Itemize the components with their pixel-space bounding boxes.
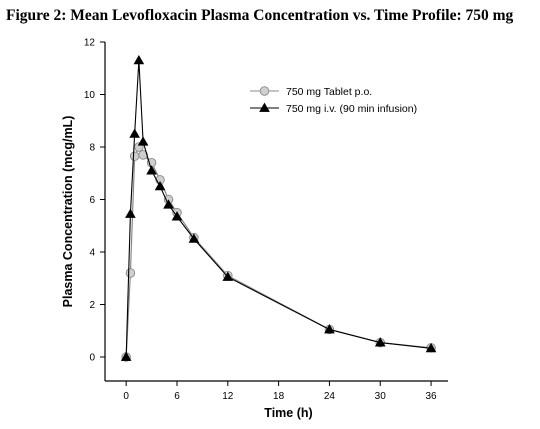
data-point-triangle [120,351,132,361]
legend-entry: 750 mg i.v. (90 min infusion) [250,102,417,115]
data-point-triangle [133,54,145,65]
legend-label: 750 mg Tablet p.o. [286,86,372,98]
legend-marker-circle [259,86,270,96]
x-axis-title: Time (h) [264,406,312,420]
x-tick-label: 0 [123,391,129,402]
x-tick-label: 30 [375,391,387,402]
data-point-triangle [163,199,174,209]
y-axis-title: Plasma Concentration (mcg/mL) [61,116,75,308]
data-point-triangle [171,211,183,221]
data-point-triangle [324,324,335,334]
data-point-triangle [137,136,149,146]
chart-series [120,54,437,362]
y-tick-label: 6 [89,195,95,206]
x-tick-label: 12 [222,391,234,402]
legend-marker-triangle [259,102,270,112]
y-tick-label: 2 [89,300,95,311]
legend-label: 750 mg i.v. (90 min infusion) [286,103,417,115]
data-point-circle [125,268,136,278]
data-point-triangle [425,342,437,353]
legend-entry: 750 mg Tablet p.o. [250,86,372,98]
data-point-triangle [188,233,200,243]
data-point-triangle [374,337,386,347]
x-tick-label: 36 [425,391,437,402]
data-point-triangle [125,208,136,218]
y-tick-label: 4 [89,248,95,259]
y-tick-label: 10 [84,90,96,101]
y-tick-label: 0 [89,353,95,364]
data-point-triangle [146,165,157,175]
series-line [125,145,432,358]
figure-title: Figure 2: Mean Levofloxacin Plasma Conce… [6,7,514,24]
data-point-triangle [154,180,166,191]
x-tick-label: 6 [174,391,180,402]
data-point-circle [129,151,140,161]
series-iv-infusion [120,54,437,361]
data-point-triangle [222,271,234,281]
series-tablet-po [121,142,436,362]
y-tick-label: 12 [84,38,96,49]
x-tick-label: 18 [273,391,285,402]
data-point-triangle [129,128,140,138]
x-tick-label: 24 [324,391,336,402]
series-line [125,60,432,358]
chart-legend: 750 mg Tablet p.o. 750 mg i.v. (90 min in… [250,86,417,115]
y-tick-label: 8 [89,143,95,154]
